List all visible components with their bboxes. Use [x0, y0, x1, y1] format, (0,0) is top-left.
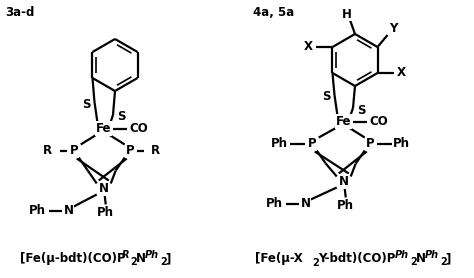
Text: [Fe(μ-bdt)(CO)P: [Fe(μ-bdt)(CO)P: [20, 252, 126, 265]
Text: ]: ]: [445, 252, 450, 265]
Text: CO: CO: [129, 122, 148, 135]
Text: N: N: [64, 204, 74, 217]
Text: N: N: [339, 175, 349, 188]
Text: R: R: [43, 144, 52, 157]
Text: H: H: [342, 8, 352, 21]
Text: N: N: [416, 252, 426, 265]
Text: Ph: Ph: [271, 137, 288, 150]
Text: 3a-d: 3a-d: [5, 6, 35, 19]
Text: Fe: Fe: [336, 115, 352, 128]
Text: Ph: Ph: [145, 250, 159, 260]
Text: 2: 2: [130, 257, 137, 267]
Text: Ph: Ph: [425, 250, 439, 260]
Text: Ph: Ph: [395, 250, 409, 260]
Text: N: N: [301, 197, 311, 210]
Text: CO: CO: [369, 115, 388, 128]
Text: P: P: [126, 144, 134, 157]
Text: Ph: Ph: [97, 206, 114, 219]
Text: Y-bdt)(CO)P: Y-bdt)(CO)P: [318, 252, 395, 265]
Text: Y: Y: [389, 23, 398, 36]
Text: P: P: [365, 137, 374, 150]
Text: X: X: [397, 66, 406, 80]
Text: Ph: Ph: [29, 204, 46, 217]
Text: 2: 2: [410, 257, 417, 267]
Text: X: X: [304, 41, 313, 53]
Text: [Fe(μ-X: [Fe(μ-X: [255, 252, 303, 265]
Text: P: P: [308, 137, 316, 150]
Text: S: S: [82, 98, 91, 110]
Text: 2: 2: [440, 257, 447, 267]
Text: S: S: [117, 110, 125, 123]
Text: P: P: [69, 144, 78, 157]
Text: Fe: Fe: [96, 122, 111, 135]
Text: S: S: [357, 103, 365, 116]
Text: 2: 2: [160, 257, 167, 267]
Text: R: R: [122, 250, 129, 260]
Text: Ph: Ph: [266, 197, 283, 210]
Text: ]: ]: [165, 252, 170, 265]
Text: R: R: [151, 144, 160, 157]
Text: N: N: [136, 252, 146, 265]
Text: S: S: [322, 91, 331, 103]
Text: Ph: Ph: [337, 199, 354, 212]
Text: Ph: Ph: [393, 137, 410, 150]
Text: N: N: [99, 182, 109, 195]
Text: 2: 2: [312, 258, 319, 268]
Text: 4a, 5a: 4a, 5a: [253, 6, 294, 19]
